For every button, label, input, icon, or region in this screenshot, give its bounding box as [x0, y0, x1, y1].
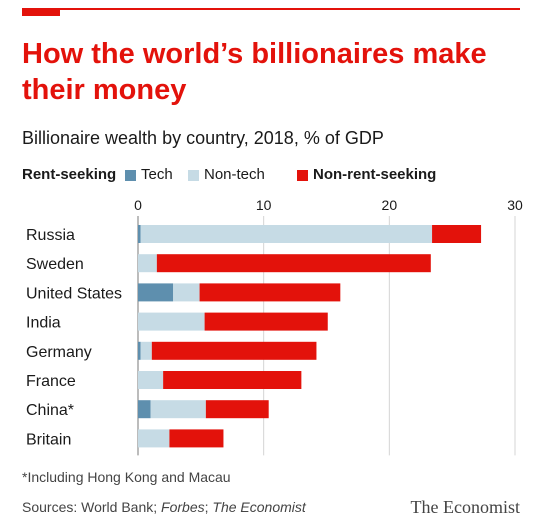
- category-label: China*: [26, 402, 74, 419]
- source-separator: ;: [204, 499, 209, 515]
- source-forbes: Forbes: [161, 499, 205, 515]
- category-label: India: [26, 315, 61, 332]
- x-tick-label: 0: [134, 197, 142, 213]
- bar-chart: 0 10 20 30 Russia Sweden United States India Ger…: [26, 197, 523, 456]
- legend-heading: Rent-seeking: [22, 166, 117, 183]
- bar-segment: [199, 283, 341, 302]
- headline: How the world’s billionaires make their …: [22, 38, 487, 106]
- category-label: France: [26, 373, 76, 390]
- top-rule: [22, 8, 520, 10]
- category-label: United States: [26, 285, 122, 302]
- legend-label-tech: Tech: [141, 166, 173, 183]
- source-prefix: Sources: World Bank;: [22, 499, 158, 515]
- bar-segment: [169, 429, 224, 448]
- bar-segment: [205, 400, 269, 419]
- bar-segment: [138, 254, 157, 273]
- bar-segment: [163, 371, 302, 389]
- bar-segment: [432, 225, 482, 243]
- source-line: Sources: World Bank; Forbes; The Economi…: [22, 499, 306, 515]
- x-tick-label: 10: [256, 197, 272, 213]
- bar-segment: [138, 400, 151, 419]
- legend-swatch-non-tech: [188, 170, 199, 181]
- bar-segment: [151, 341, 317, 360]
- category-label: Sweden: [26, 256, 84, 273]
- bar-segment: [138, 429, 170, 448]
- chart-title: Billionaire wealth by country, 2018, % o…: [22, 128, 384, 148]
- bar-segment: [140, 225, 433, 243]
- x-tick-label: 30: [507, 197, 523, 213]
- bar-segment: [138, 341, 141, 360]
- bar-segment: [156, 254, 431, 273]
- x-tick-label: 20: [382, 197, 398, 213]
- category-label: Germany: [26, 344, 92, 361]
- legend-label-non-rent-seeking: Non-rent-seeking: [313, 166, 437, 183]
- bar-segment: [138, 225, 141, 243]
- legend-swatch-non-rent-seeking: [297, 170, 308, 181]
- red-tag: [22, 8, 60, 16]
- bar-segment: [140, 341, 152, 360]
- legend-swatch-tech: [125, 170, 136, 181]
- bar-segment: [138, 283, 174, 302]
- bar-segment: [173, 283, 200, 302]
- legend-label-non-tech: Non-tech: [204, 166, 265, 183]
- footnote: *Including Hong Kong and Macau: [22, 469, 231, 485]
- brand-logo: The Economist: [410, 497, 520, 517]
- bar-segment: [138, 371, 164, 389]
- bar-segment: [138, 312, 205, 331]
- bar-segment: [150, 400, 206, 419]
- bar-segment: [204, 312, 328, 331]
- category-label: Russia: [26, 227, 75, 244]
- source-economist: The Economist: [212, 499, 306, 515]
- category-label: Britain: [26, 431, 71, 448]
